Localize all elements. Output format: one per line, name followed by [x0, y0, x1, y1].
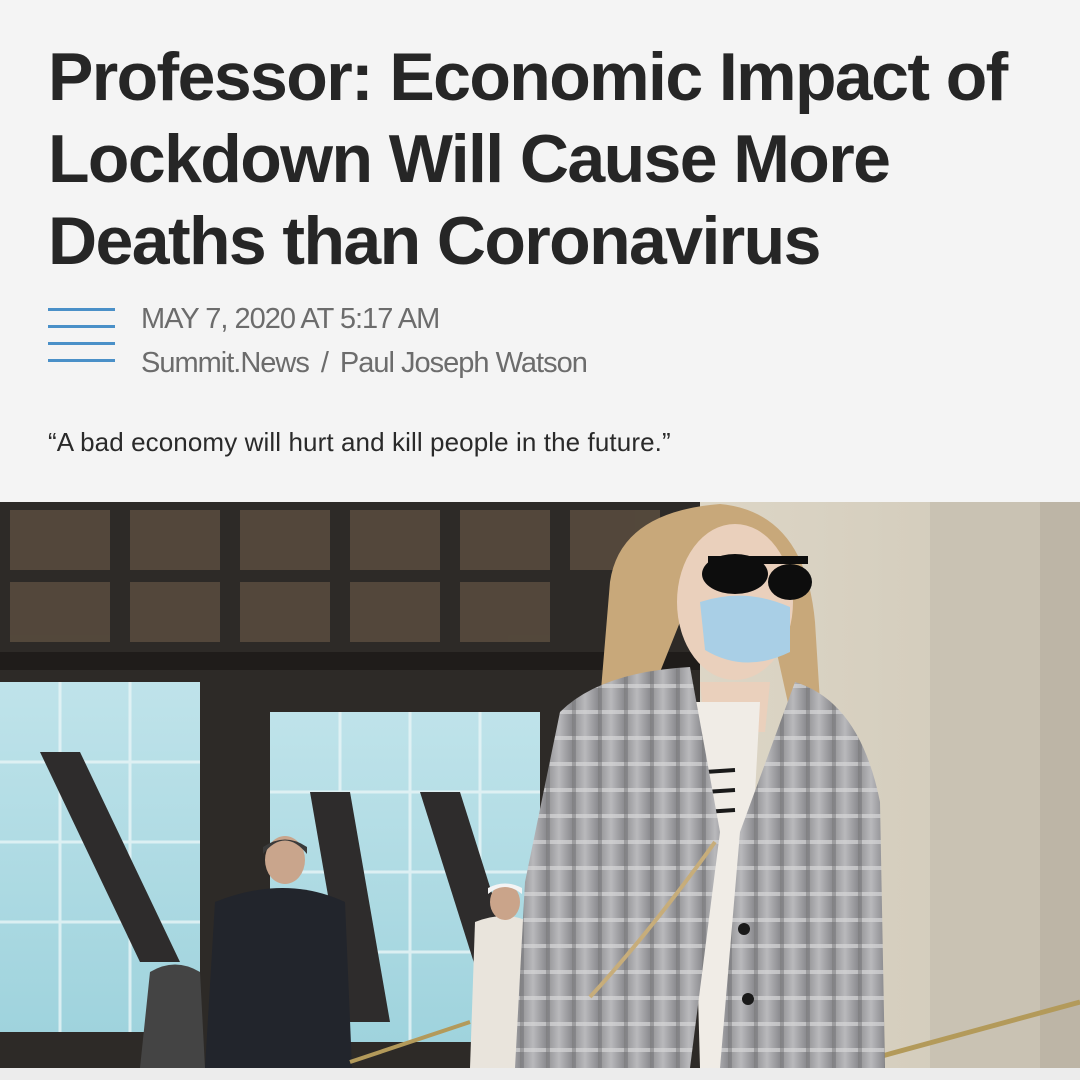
- article-meta: MAY 7, 2020 AT 5:17 AM Summit.News / Paul …: [141, 300, 588, 382]
- article-headline[interactable]: Professor: Economic Impact of Lockdown W…: [48, 39, 1008, 279]
- source-link[interactable]: Summit.News: [141, 347, 310, 379]
- article-quote: “A bad economy will hurt and kill people…: [48, 427, 671, 457]
- bottom-strip: [0, 1068, 1080, 1080]
- byline: Summit.News / Paul Joseph Watson: [141, 344, 588, 382]
- publish-date: MAY 7, 2020 AT 5:17 AM: [141, 303, 440, 335]
- author-link[interactable]: Paul Joseph Watson: [339, 347, 588, 379]
- street-photo-illustration: [0, 502, 1080, 1068]
- byline-separator: /: [320, 347, 329, 379]
- hamburger-lines-icon[interactable]: [48, 306, 116, 372]
- article-photo: [0, 502, 1080, 1068]
